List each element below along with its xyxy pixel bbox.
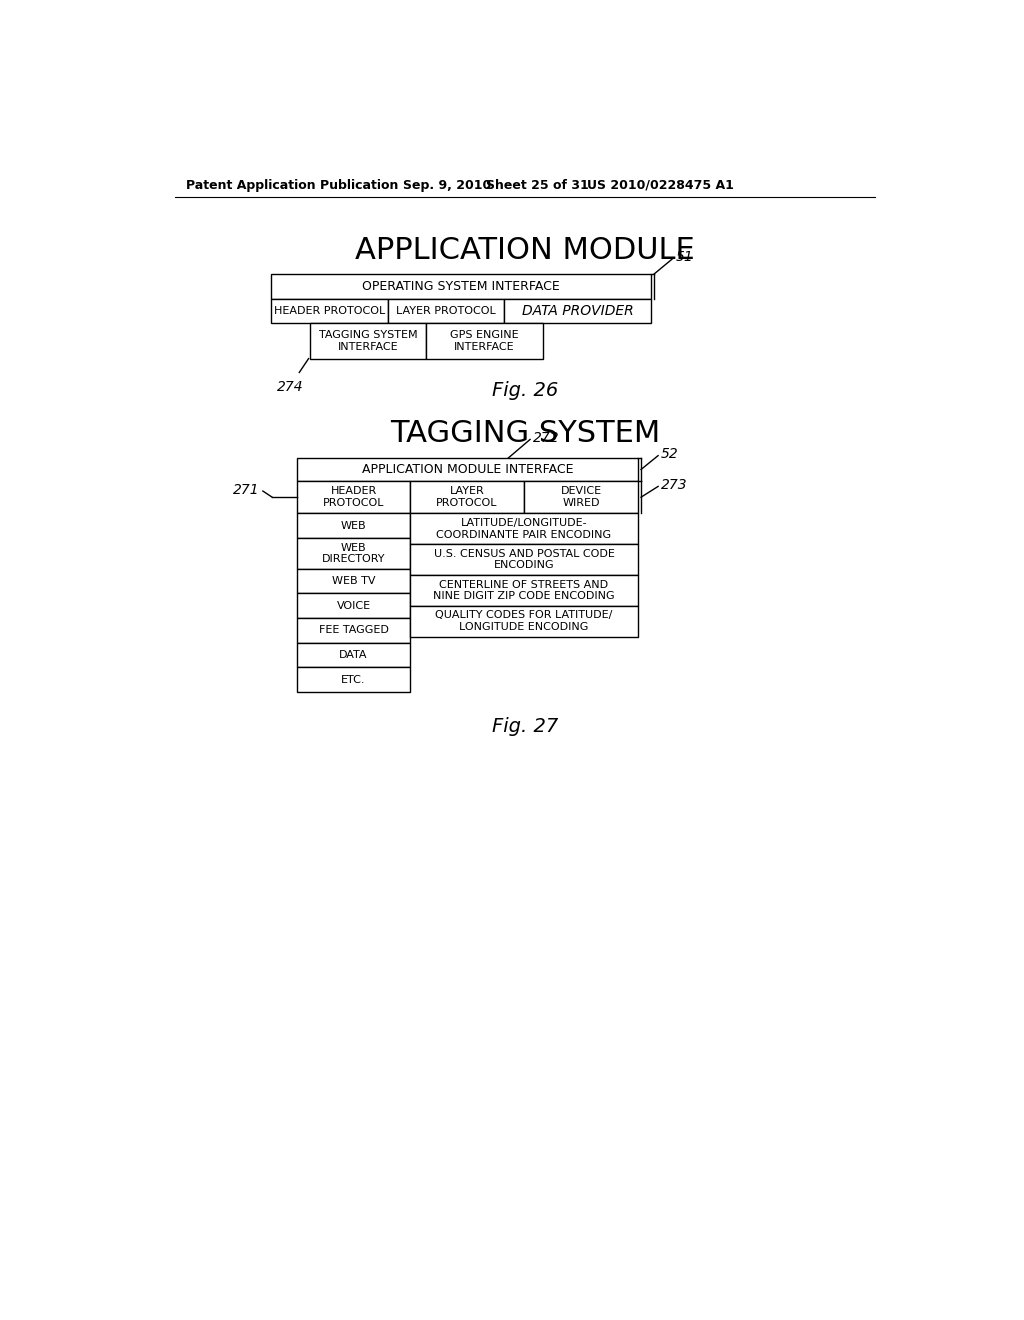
Bar (297, 539, 410, 569)
Text: HEADER
PROTOCOL: HEADER PROTOCOL (323, 486, 384, 508)
Text: LATITUDE/LONGITUDE-
COORDINANTE PAIR ENCODING: LATITUDE/LONGITUDE- COORDINANTE PAIR ENC… (436, 517, 611, 540)
Bar (271, 275, 651, 298)
Bar (297, 618, 410, 643)
Bar (297, 458, 638, 480)
Bar (410, 480, 524, 513)
Text: WEB: WEB (341, 520, 367, 531)
Bar (297, 569, 410, 594)
Text: 51: 51 (676, 249, 693, 264)
Text: CENTERLINE OF STREETS AND
NINE DIGIT ZIP CODE ENCODING: CENTERLINE OF STREETS AND NINE DIGIT ZIP… (433, 579, 614, 601)
Text: ETC.: ETC. (341, 675, 366, 685)
Bar (297, 480, 410, 513)
Text: OPERATING SYSTEM INTERFACE: OPERATING SYSTEM INTERFACE (362, 280, 560, 293)
Text: 273: 273 (662, 478, 688, 492)
Text: QUALITY CODES FOR LATITUDE/
LONGITUDE ENCODING: QUALITY CODES FOR LATITUDE/ LONGITUDE EN… (435, 610, 612, 632)
Bar (310, 323, 426, 359)
Text: LAYER PROTOCOL: LAYER PROTOCOL (396, 306, 496, 315)
Text: 272: 272 (534, 430, 560, 445)
Text: DEVICE
WIRED: DEVICE WIRED (560, 486, 601, 508)
Bar (410, 544, 638, 576)
Text: APPLICATION MODULE INTERFACE: APPLICATION MODULE INTERFACE (361, 463, 573, 477)
Text: APPLICATION MODULE: APPLICATION MODULE (355, 236, 694, 265)
Text: FEE TAGGED: FEE TAGGED (318, 626, 388, 635)
Bar (410, 606, 638, 636)
Text: 271: 271 (233, 483, 260, 496)
Bar (410, 576, 638, 606)
Text: HEADER PROTOCOL: HEADER PROTOCOL (273, 306, 385, 315)
Bar (504, 298, 651, 323)
Text: Sep. 9, 2010: Sep. 9, 2010 (403, 178, 492, 191)
Bar (297, 594, 410, 618)
Text: VOICE: VOICE (337, 601, 371, 611)
Text: US 2010/0228475 A1: US 2010/0228475 A1 (587, 178, 733, 191)
Text: Fig. 26: Fig. 26 (492, 381, 558, 400)
Bar (410, 513, 638, 544)
Bar (426, 323, 543, 359)
Text: WEB TV: WEB TV (332, 576, 375, 586)
Text: 52: 52 (662, 447, 679, 461)
Text: DATA: DATA (339, 649, 368, 660)
Bar (297, 513, 410, 539)
Text: GPS ENGINE
INTERFACE: GPS ENGINE INTERFACE (451, 330, 519, 351)
Text: DATA PROVIDER: DATA PROVIDER (521, 304, 634, 318)
Text: Sheet 25 of 31: Sheet 25 of 31 (486, 178, 589, 191)
Bar (524, 480, 638, 513)
Bar (388, 298, 504, 323)
Text: 274: 274 (276, 380, 303, 395)
Text: Fig. 27: Fig. 27 (492, 717, 558, 737)
Text: Patent Application Publication: Patent Application Publication (186, 178, 398, 191)
Text: LAYER
PROTOCOL: LAYER PROTOCOL (436, 486, 498, 508)
Text: WEB
DIRECTORY: WEB DIRECTORY (322, 543, 385, 564)
Bar (297, 668, 410, 692)
Text: TAGGING SYSTEM: TAGGING SYSTEM (390, 418, 659, 447)
Bar (271, 298, 388, 323)
Text: TAGGING SYSTEM
INTERFACE: TAGGING SYSTEM INTERFACE (318, 330, 418, 351)
Bar (297, 643, 410, 668)
Text: U.S. CENSUS AND POSTAL CODE
ENCODING: U.S. CENSUS AND POSTAL CODE ENCODING (433, 549, 614, 570)
